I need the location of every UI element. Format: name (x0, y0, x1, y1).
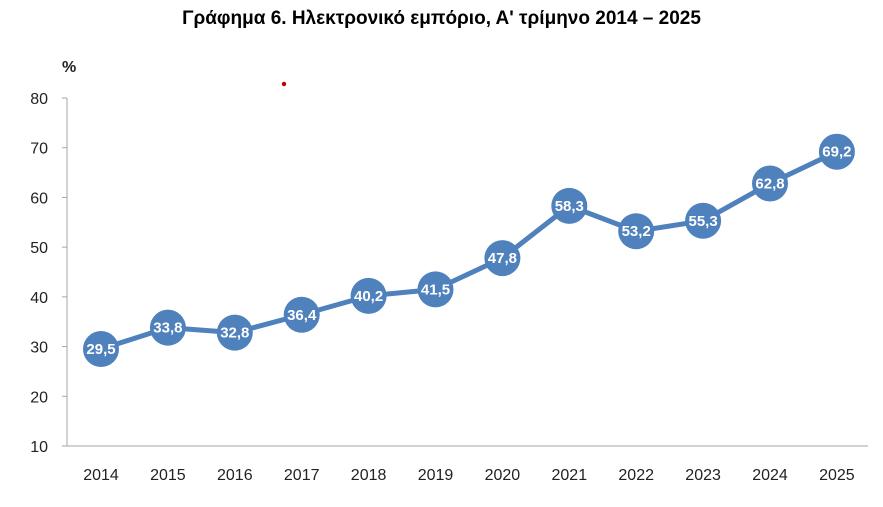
data-label: 32,8 (220, 325, 249, 342)
data-point-marker (818, 133, 855, 170)
data-label: 29,5 (86, 341, 115, 358)
data-point-marker (685, 202, 722, 239)
data-label: 69,2 (822, 144, 851, 161)
x-tick-label: 2023 (685, 467, 721, 484)
y-axis-unit-label: % (62, 59, 76, 76)
data-label: 55,3 (688, 213, 717, 230)
x-tick-label: 2017 (284, 467, 320, 484)
data-point-marker (417, 271, 454, 308)
data-point-marker (484, 240, 521, 277)
data-label: 33,8 (153, 320, 182, 337)
data-label: 62,8 (755, 176, 784, 193)
x-axis-ticks: 2014 2015 2016 2017 2018 2019 2020 2021 2022 2023… (83, 467, 855, 484)
data-label: 36,4 (287, 307, 317, 324)
x-tick-label: 2019 (418, 467, 454, 484)
series-line (100, 149, 838, 352)
y-tick-label: 40 (30, 290, 48, 307)
y-tick-label: 60 (30, 190, 48, 207)
y-tick-label: 70 (30, 141, 48, 158)
x-tick-label: 2014 (83, 467, 119, 484)
x-tick-label: 2016 (217, 467, 253, 484)
x-tick-label: 2018 (351, 467, 387, 484)
x-tick-label: 2022 (618, 467, 654, 484)
y-tick-label: 20 (30, 389, 48, 406)
data-point-marker (283, 296, 320, 333)
x-tick-label: 2025 (819, 467, 855, 484)
data-label: 41,5 (421, 281, 450, 298)
x-tick-label: 2020 (485, 467, 521, 484)
data-point-marker (83, 331, 119, 368)
x-tick-label: 2024 (752, 467, 788, 484)
y-axis-ticks: 10 20 30 40 50 60 70 80 (30, 91, 67, 456)
y-tick-label: 10 (30, 439, 48, 456)
x-tick-label: 2021 (552, 467, 588, 484)
chart-title: Γράφημα 6. Ηλεκτρονικό εμπόριο, Α' τρίμη… (182, 8, 701, 29)
data-point-marker (551, 187, 588, 224)
data-label: 47,8 (488, 250, 517, 267)
stray-dot (281, 81, 287, 87)
data-label: 40,2 (354, 288, 383, 305)
x-tick-label: 2015 (150, 467, 186, 484)
data-point-marker (149, 309, 186, 346)
y-tick-label: 50 (30, 240, 48, 257)
data-label: 53,2 (622, 223, 651, 240)
data-point-marker (216, 314, 253, 351)
data-point-marker (752, 165, 788, 202)
y-tick-label: 80 (30, 91, 48, 108)
y-tick-label: 30 (30, 340, 48, 357)
data-label: 58,3 (555, 198, 584, 215)
series-markers: 29,5 33,8 32,8 36,4 40,2 41,5 47,8 58,3 53,2 55,3… (83, 133, 855, 368)
data-point-marker (618, 213, 655, 250)
data-point-marker (350, 277, 387, 314)
